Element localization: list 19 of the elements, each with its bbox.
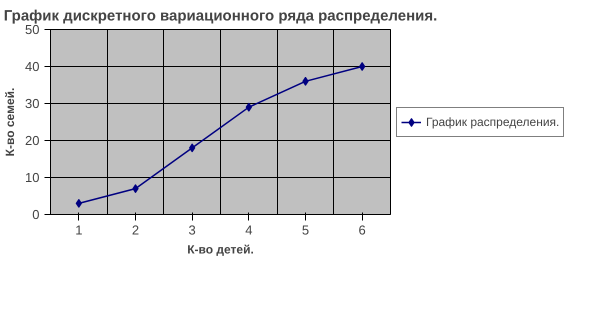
x-tick-label: 2 (132, 222, 140, 238)
x-tick-label: 4 (245, 222, 252, 238)
x-tick-label: 6 (358, 222, 366, 238)
point (302, 76, 309, 86)
y-axis-title: К-во семей. (3, 88, 18, 156)
x-tick-label: 5 (302, 222, 310, 238)
x-tick-label: 3 (188, 222, 196, 238)
x-tick-label: 1 (75, 222, 82, 238)
y-tick-label: 10 (25, 170, 40, 185)
y-tick-label: 0 (32, 207, 40, 222)
y-tick-label: 40 (25, 59, 40, 74)
x-axis-title: К-во детей. (187, 242, 254, 256)
legend-label: График распределения. (426, 114, 560, 128)
point (359, 62, 366, 71)
chart-title: График дискретного вариационного ряда распределения. (4, 8, 438, 24)
y-tick-label: 50 (25, 22, 40, 37)
y-tick-label: 30 (25, 96, 40, 111)
point (132, 184, 139, 194)
y-tick-label: 20 (25, 133, 40, 148)
